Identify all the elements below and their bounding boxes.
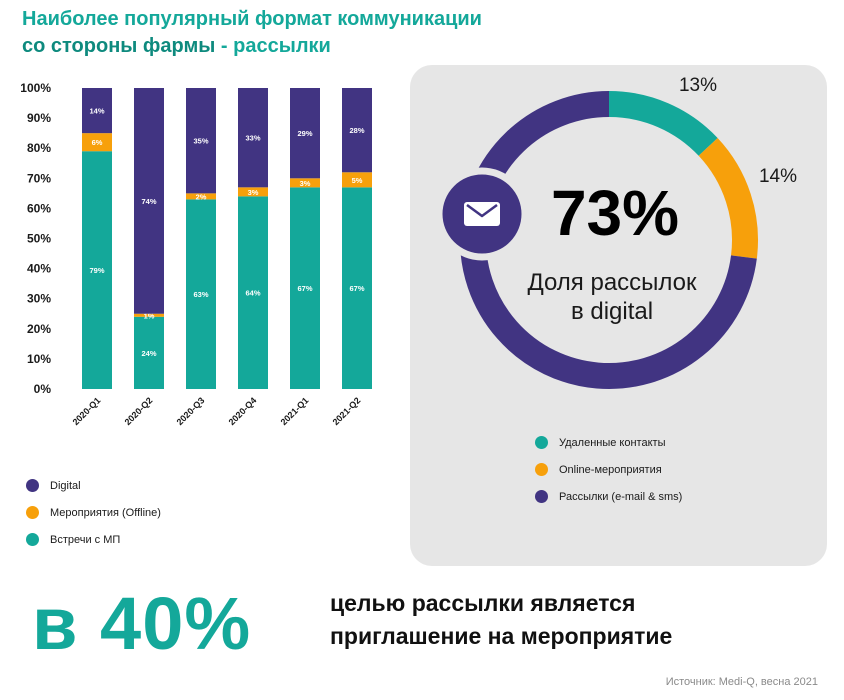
bottom-statement-line-2: приглашение на мероприятие	[330, 623, 673, 649]
bar-data-label: 6%	[92, 138, 103, 147]
bar-segment	[134, 316, 164, 389]
bar-data-label: 74%	[141, 197, 156, 206]
bar-data-label: 63%	[193, 290, 208, 299]
envelope-icon	[435, 167, 529, 261]
bar-segment	[290, 178, 320, 188]
slice-label: 13%	[679, 75, 717, 96]
bar-data-label: 3%	[300, 179, 311, 188]
title-bold-part: со стороны фармы	[22, 35, 216, 57]
bar-data-label: 5%	[352, 176, 363, 185]
legend-label: Удаленные контакты	[559, 436, 666, 449]
y-tick-label: 50%	[27, 232, 51, 246]
bar-data-label: 2%	[196, 192, 207, 201]
bar-segment	[186, 88, 216, 194]
title-rest-part: - рассылки	[215, 35, 331, 57]
bar-segment	[134, 313, 164, 317]
bar-segment	[342, 88, 372, 173]
stacked-bar-chart: 0% 10% 20% 30% 40% 50% 60% 70% 80% 90% 100% 79% 6% 14…	[20, 81, 372, 427]
y-tick-label: 40%	[27, 262, 51, 276]
donut-slice	[608, 91, 718, 157]
chart-title: Наиболее популярный формат коммуникации …	[22, 6, 622, 60]
big-percentage: в 40%	[32, 582, 252, 665]
y-tick-label: 90%	[27, 111, 51, 125]
y-tick-label: 30%	[27, 292, 51, 306]
y-tick-label: 70%	[27, 171, 51, 185]
bar-segment	[82, 133, 112, 152]
center-value: 73%	[551, 177, 679, 249]
legend-item-remote: Удаленные контакты	[535, 429, 682, 456]
legend-label: Мероприятия (Offline)	[50, 506, 161, 519]
bar-data-label: 3%	[248, 188, 259, 197]
y-tick-label: 10%	[27, 352, 51, 366]
legend-dot-offline	[26, 506, 39, 519]
bar-data-label: 33%	[245, 134, 260, 143]
bar-legend: Digital Мероприятия (Offline) Встречи с …	[26, 472, 161, 553]
bar-segment	[186, 199, 216, 389]
bar-data-label: 28%	[349, 126, 364, 135]
slice-label: 14%	[759, 166, 797, 187]
legend-dot-digital	[26, 479, 39, 492]
bar-segment	[238, 196, 268, 389]
y-tick-label: 60%	[27, 201, 51, 215]
bar-segment	[238, 187, 268, 197]
legend-item-meetings: Встречи с МП	[26, 526, 161, 553]
bar-data-label: 67%	[297, 284, 312, 293]
bar-segment	[290, 88, 320, 179]
x-tick-label: 2020-Q3	[175, 395, 207, 427]
legend-label: Online-мероприятия	[559, 463, 662, 476]
bar-segment	[82, 151, 112, 389]
donut-legend: Удаленные контакты Online-мероприятия Ра…	[535, 429, 682, 510]
x-tick-label: 2021-Q1	[279, 395, 311, 427]
legend-item-digital: Digital	[26, 472, 161, 499]
bar-data-label: 1%	[144, 311, 155, 320]
legend-label: Digital	[50, 479, 81, 492]
legend-item-mailings: Рассылки (e-mail & sms)	[535, 483, 682, 510]
bar-data-label: 35%	[193, 137, 208, 146]
envelope-icon-flap	[466, 203, 498, 218]
title-line-1: Наиболее популярный формат коммуникации	[22, 8, 482, 30]
center-caption-line-1: Доля рассылок	[527, 269, 697, 296]
donut-panel: 13% 14% 73% Доля рассылок в digital Удаленны…	[410, 65, 827, 566]
donut-slice	[460, 91, 757, 389]
y-tick-label: 100%	[20, 81, 51, 95]
bottom-statement: целью рассылки является приглашение на м…	[330, 587, 672, 653]
bar-segment	[238, 88, 268, 188]
x-tick-label: 2020-Q4	[227, 395, 259, 427]
legend-dot-online	[535, 463, 548, 476]
x-tick-label: 2021-Q2	[331, 395, 363, 427]
bar-segment	[342, 172, 372, 188]
x-tick-label: 2020-Q1	[71, 395, 103, 427]
legend-dot-remote	[535, 436, 548, 449]
source-note: Источник: Medi-Q, весна 2021	[665, 676, 818, 688]
bar-segment	[134, 88, 164, 314]
legend-item-offline: Мероприятия (Offline)	[26, 499, 161, 526]
bar-segment	[290, 187, 320, 389]
y-tick-label: 20%	[27, 322, 51, 336]
legend-dot-meetings	[26, 533, 39, 546]
bar-segment	[82, 88, 112, 134]
donut-slice	[698, 138, 758, 259]
bar-data-label: 67%	[349, 284, 364, 293]
title-line-2: со стороны фармы - рассылки	[22, 33, 622, 60]
bar-segment	[186, 193, 216, 200]
center-caption-line-2: в digital	[571, 298, 653, 325]
legend-dot-mailings	[535, 490, 548, 503]
bar-data-label: 24%	[141, 349, 156, 358]
bar-data-label: 79%	[89, 266, 104, 275]
bar-data-label: 64%	[245, 289, 260, 298]
bottom-statement-line-1: целью рассылки является	[330, 590, 636, 616]
x-tick-label: 2020-Q2	[123, 395, 155, 427]
y-tick-label: 0%	[34, 382, 52, 396]
legend-item-online: Online-мероприятия	[535, 456, 682, 483]
legend-label: Встречи с МП	[50, 533, 121, 546]
bar-data-label: 14%	[89, 107, 104, 116]
bar-data-label: 29%	[297, 129, 312, 138]
legend-label: Рассылки (e-mail & sms)	[559, 490, 683, 503]
y-tick-label: 80%	[27, 141, 51, 155]
bar-segment	[342, 187, 372, 389]
